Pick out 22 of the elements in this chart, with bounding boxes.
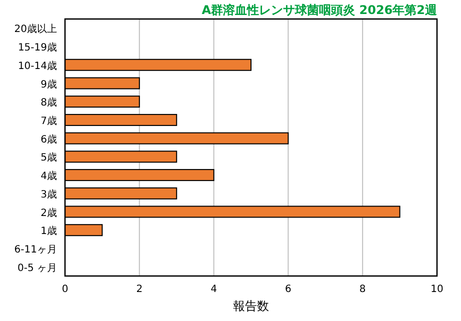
- x-tick-label: 4: [210, 284, 217, 295]
- x-axis-title: 報告数: [233, 299, 269, 313]
- y-tick-label: 1歳: [40, 225, 57, 238]
- y-tick-label: 0-5 ヶ月: [17, 262, 57, 274]
- y-tick-label: 8歳: [40, 96, 57, 109]
- y-tick-label: 10-14歳: [18, 60, 57, 72]
- y-tick-label: 5歳: [40, 152, 57, 164]
- x-tick-label: 2: [136, 284, 143, 295]
- x-tick-label: 10: [430, 284, 444, 295]
- x-tick-label: 6: [285, 284, 292, 295]
- y-tick-label: 6-11ヶ月: [14, 244, 57, 256]
- y-tick-label: 3歳: [40, 188, 57, 200]
- y-tick-label: 6歳: [40, 133, 57, 146]
- x-tick-label: 0: [62, 284, 68, 295]
- y-tick-label: 2歳: [40, 206, 57, 219]
- y-tick-label: 4歳: [40, 170, 57, 182]
- y-tick-label: 7歳: [40, 114, 57, 127]
- chart-title: A群溶血性レンサ球菌咽頭炎 2026年第2週: [202, 3, 438, 17]
- x-tick-label: 8: [359, 284, 366, 295]
- y-tick-label: 20歳以上: [14, 23, 57, 36]
- y-tick-label: 9歳: [40, 78, 57, 90]
- y-tick-label: 15-19歳: [18, 42, 57, 54]
